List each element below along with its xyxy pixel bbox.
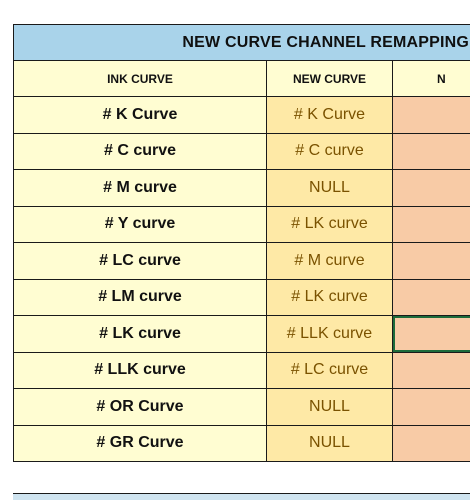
selected-cell[interactable]: [391, 315, 470, 353]
header-third-label: N: [437, 71, 446, 86]
table-row: # OR Curve NULL: [13, 388, 470, 426]
new-curve-cell[interactable]: # M curve: [266, 242, 393, 280]
table-row: # Y curve # LK curve: [13, 205, 470, 243]
table-row: # C curve # C curve: [13, 132, 470, 170]
third-column-cell[interactable]: [391, 424, 470, 462]
new-curve-cell[interactable]: # K Curve: [266, 96, 393, 134]
new-curve-cell[interactable]: NULL: [266, 424, 393, 462]
new-curve-cell[interactable]: NULL: [266, 169, 393, 207]
header-row: INK CURVE NEW CURVE N: [13, 60, 470, 97]
table-row: # LC curve # M curve: [13, 242, 470, 280]
ink-curve-cell[interactable]: # LC curve: [13, 242, 267, 280]
header-ink-curve[interactable]: INK CURVE: [13, 60, 267, 97]
ink-curve-cell[interactable]: # LM curve: [13, 278, 267, 316]
third-column-cell[interactable]: [391, 242, 470, 280]
third-column-cell[interactable]: [391, 278, 470, 316]
ink-curve-cell[interactable]: # LK curve: [13, 315, 267, 353]
header-new-curve[interactable]: NEW CURVE: [266, 60, 393, 97]
table-row: # GR Curve NULL: [13, 424, 470, 462]
table-row: # LK curve # LLK curve: [13, 315, 470, 353]
header-third-column[interactable]: N: [391, 60, 470, 97]
third-column-cell[interactable]: [391, 169, 470, 207]
curve-remapping-table: NEW CURVE CHANNEL REMAPPING INK CURVE NE…: [12, 24, 470, 462]
next-table-edge: [13, 493, 470, 500]
third-column-cell[interactable]: [391, 96, 470, 134]
new-curve-cell[interactable]: # LLK curve: [266, 315, 393, 353]
table-title[interactable]: NEW CURVE CHANNEL REMAPPING: [12, 24, 470, 61]
table-row: # LLK curve # LC curve: [13, 351, 470, 389]
ink-curve-cell[interactable]: # Y curve: [13, 205, 267, 243]
third-column-cell[interactable]: [391, 205, 470, 243]
ink-curve-cell[interactable]: # C curve: [13, 132, 267, 170]
ink-curve-cell[interactable]: # M curve: [13, 169, 267, 207]
new-curve-cell[interactable]: NULL: [266, 388, 393, 426]
third-column-cell[interactable]: [391, 351, 470, 389]
table-row: # LM curve # LK curve: [13, 278, 470, 316]
new-curve-cell[interactable]: # C curve: [266, 132, 393, 170]
ink-curve-cell[interactable]: # OR Curve: [13, 388, 267, 426]
ink-curve-cell[interactable]: # K Curve: [13, 96, 267, 134]
third-column-cell[interactable]: [391, 388, 470, 426]
title-row: NEW CURVE CHANNEL REMAPPING: [12, 24, 470, 61]
ink-curve-cell[interactable]: # GR Curve: [13, 424, 267, 462]
new-curve-cell[interactable]: # LC curve: [266, 351, 393, 389]
table-row: # M curve NULL: [13, 169, 470, 207]
new-curve-cell[interactable]: # LK curve: [266, 205, 393, 243]
ink-curve-cell[interactable]: # LLK curve: [13, 351, 267, 389]
new-curve-cell[interactable]: # LK curve: [266, 278, 393, 316]
third-column-cell[interactable]: [391, 132, 470, 170]
table-row: # K Curve # K Curve: [13, 96, 470, 134]
